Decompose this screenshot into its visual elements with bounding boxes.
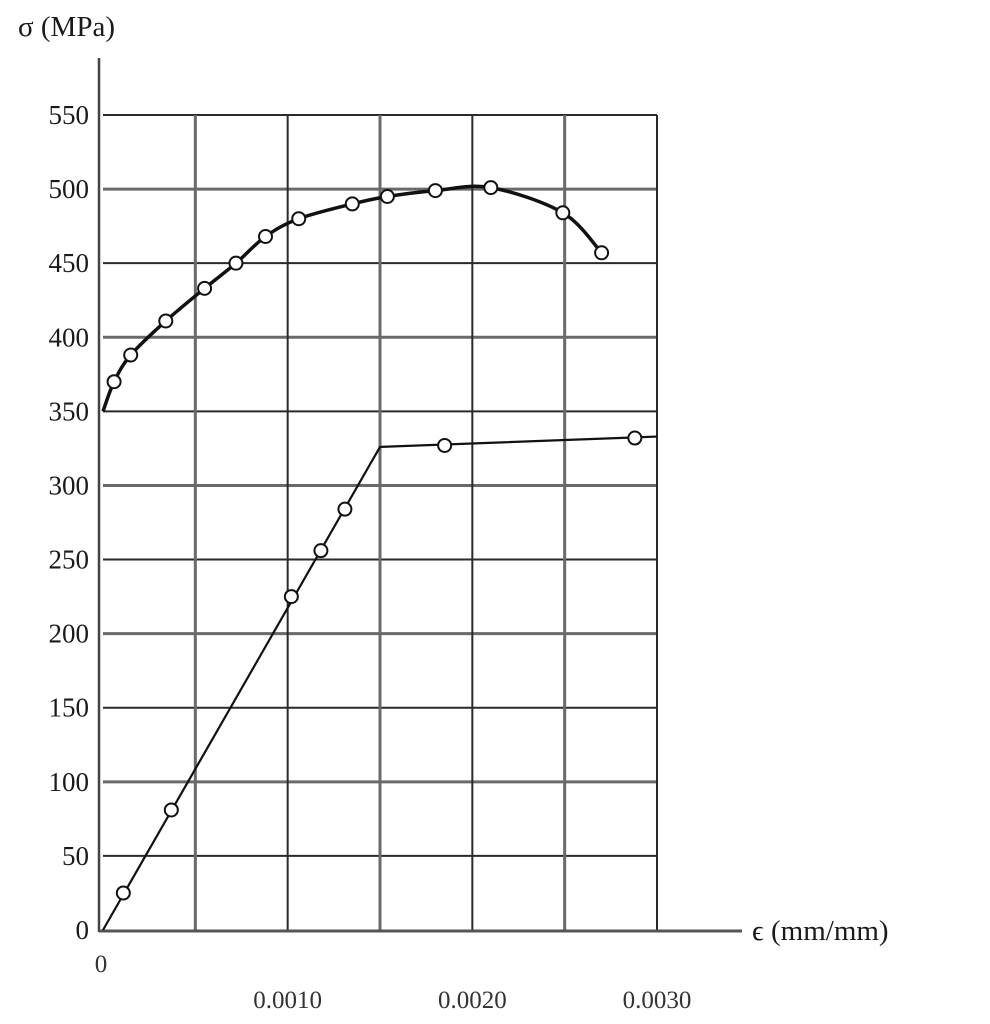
grid-lines: [103, 114, 658, 930]
data-point-marker: [228, 255, 244, 271]
data-point-marker: [291, 211, 307, 227]
data-point-marker: [163, 802, 179, 818]
data-series: [101, 180, 658, 931]
y-tick-label: 400: [49, 322, 90, 352]
y-tick-label: 350: [49, 396, 90, 426]
data-point-marker: [106, 374, 122, 390]
y-tick-label: 250: [49, 545, 90, 575]
data-point-marker: [427, 183, 443, 199]
x-axis-label: ϵ (mm/mm): [752, 915, 889, 947]
data-point-marker: [123, 347, 139, 363]
data-point-marker: [555, 205, 571, 221]
y-tick-label: 0: [76, 915, 90, 945]
x-tick-label: 0.0030: [623, 987, 692, 1014]
data-point-marker: [594, 245, 610, 261]
x-tick-label: 0.0020: [438, 987, 507, 1014]
x-tick-labels: 0 0.0010 0.0020 0.0030: [95, 951, 692, 1014]
upper-curve-line: [101, 184, 603, 412]
data-point-marker: [437, 437, 453, 453]
data-point-marker: [258, 229, 274, 245]
axes: [97, 58, 742, 933]
data-point-marker: [197, 280, 213, 296]
y-tick-label: 500: [49, 174, 90, 204]
x-tick-label: 0: [95, 951, 108, 978]
data-point-marker: [283, 589, 299, 605]
y-tick-label: 100: [49, 767, 90, 797]
y-tick-label: 150: [49, 693, 90, 723]
data-point-marker: [115, 885, 131, 901]
y-tick-label: 550: [49, 100, 90, 130]
y-tick-label: 50: [62, 841, 89, 871]
data-point-marker: [344, 196, 360, 212]
data-point-marker: [158, 313, 174, 329]
data-point-marker: [483, 180, 499, 196]
data-point-marker: [379, 189, 395, 204]
data-point-marker: [313, 543, 329, 559]
x-tick-label: 0.0010: [253, 987, 322, 1014]
y-tick-labels: 0 50 100 150 200 250 300 350 400 450 500 550: [49, 100, 90, 945]
y-tick-label: 200: [49, 619, 90, 649]
y-axis-label: σ (MPa): [18, 11, 115, 43]
lower-curve-line: [102, 435, 658, 931]
y-tick-label: 300: [49, 470, 90, 500]
data-point-marker: [337, 501, 353, 517]
data-point-marker: [627, 430, 643, 446]
y-tick-label: 450: [49, 248, 90, 278]
